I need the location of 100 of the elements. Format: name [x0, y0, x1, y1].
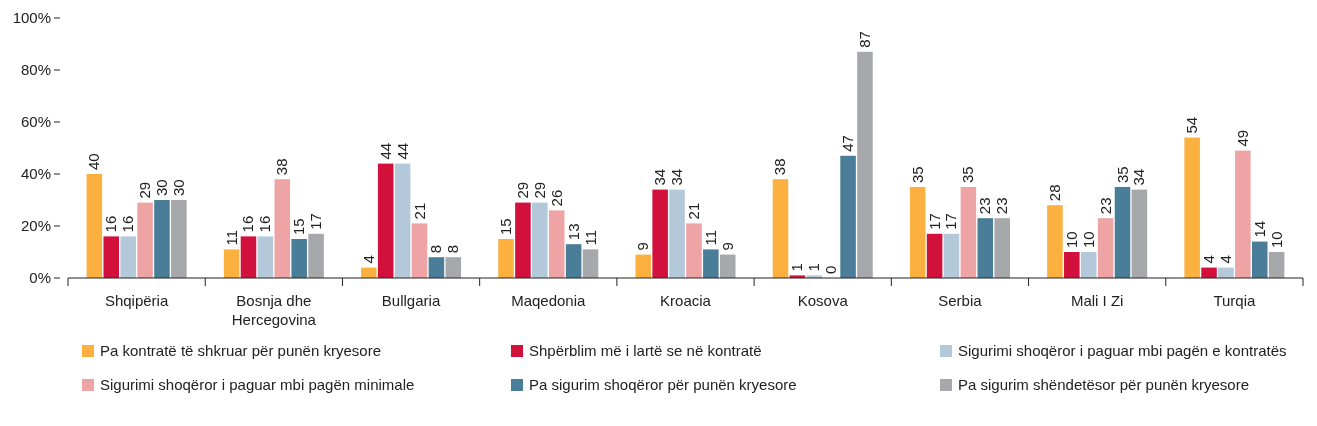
y-tick-label: 0%: [29, 269, 51, 287]
data-label: 28: [1045, 184, 1063, 202]
data-label: 35: [908, 166, 926, 183]
data-label: 23: [976, 197, 994, 215]
bar: [86, 174, 103, 278]
bar: [223, 249, 240, 278]
bar: [582, 249, 599, 278]
data-label: 29: [513, 181, 531, 199]
bar: [515, 202, 531, 278]
bar: [137, 202, 153, 278]
bar: [532, 202, 548, 278]
bar: [103, 236, 120, 278]
legend-label: Sigurimi shoqëror i paguar mbi pagën minimale: [100, 376, 415, 394]
bar: [394, 163, 411, 278]
data-label: 8: [427, 244, 445, 254]
data-label: 35: [1113, 166, 1131, 183]
x-tick-label: Shqipëria: [104, 292, 169, 309]
data-label: 21: [410, 202, 428, 220]
data-label: 16: [239, 215, 257, 233]
bar: [909, 187, 926, 278]
data-label: 38: [771, 158, 789, 176]
y-tick-label: 100%: [12, 9, 51, 27]
bar: [669, 189, 685, 278]
bar: [1131, 189, 1148, 278]
bar: [548, 210, 565, 278]
bar: [926, 233, 943, 278]
data-label: 17: [925, 213, 943, 230]
bar: [943, 233, 960, 278]
data-label: 10: [1267, 231, 1285, 248]
data-label: 8: [444, 244, 462, 254]
x-tick-label: Turqia: [1213, 292, 1257, 309]
data-label: 23: [993, 197, 1011, 215]
y-tick-label: 60%: [20, 113, 51, 131]
data-label: 11: [701, 229, 719, 246]
legend-label: Pa sigurim shëndetësor për punën kryesore: [958, 376, 1249, 394]
data-label: 34: [1130, 168, 1148, 186]
bar: [703, 249, 719, 278]
data-label: 49: [1233, 129, 1251, 147]
bar: [171, 200, 187, 278]
bar: [772, 179, 789, 278]
data-label: 87: [855, 31, 873, 48]
data-label: 34: [651, 168, 669, 186]
data-label: 1: [805, 263, 823, 272]
bar: [686, 223, 702, 278]
data-label: 10: [1079, 231, 1097, 248]
bar: [960, 187, 977, 278]
bar: [1097, 218, 1114, 278]
bar: [257, 236, 274, 278]
bar: [240, 236, 257, 278]
y-tick-label: 80%: [20, 61, 51, 79]
data-label: 26: [547, 189, 565, 207]
x-tick-label: Serbia: [938, 292, 983, 309]
x-tick-label: Kroacia: [660, 292, 712, 309]
bar: [1080, 252, 1097, 278]
bar: [1268, 252, 1285, 278]
data-label: 10: [1062, 231, 1080, 248]
x-tick-label: Bosnja dhe Hercegovina: [231, 292, 317, 328]
bar: [565, 244, 582, 278]
data-label: 44: [376, 142, 394, 160]
data-label: 17: [307, 213, 325, 230]
data-label: 11: [222, 229, 240, 246]
bar: [428, 257, 445, 278]
bar: [719, 254, 736, 278]
data-label: 15: [497, 218, 515, 235]
x-tick-label: Kosova: [797, 292, 849, 309]
data-label: 16: [119, 215, 137, 233]
x-tick-label: Maqedonia: [511, 292, 587, 309]
bar: [120, 236, 136, 278]
y-tick-label: 40%: [20, 165, 51, 183]
data-label: 54: [1183, 116, 1201, 134]
bar: [994, 218, 1010, 278]
data-label: 30: [152, 179, 170, 196]
data-label: 16: [102, 215, 120, 233]
bar: [1064, 252, 1080, 278]
data-label: 47: [839, 135, 857, 152]
bar: [1235, 150, 1251, 278]
bar: [1114, 187, 1131, 278]
data-label: 29: [530, 181, 548, 199]
x-tick-label: Bullgaria: [381, 292, 441, 309]
data-label: 44: [393, 142, 411, 160]
data-label: 17: [942, 213, 960, 230]
legend-label: Shpërblim më i lartë se në kontratë: [529, 342, 762, 360]
data-label: 21: [684, 202, 702, 220]
bar: [1047, 205, 1063, 278]
bar: [977, 218, 994, 278]
data-label: 9: [718, 242, 736, 251]
bar: [308, 233, 324, 278]
bar: [274, 179, 291, 278]
bar: [154, 200, 170, 278]
data-label: 13: [564, 223, 582, 241]
data-label: 35: [959, 166, 977, 183]
bar: [377, 163, 394, 278]
data-label: 16: [256, 215, 274, 233]
legend-label: Pa sigurim shoqëror për punën kryesore: [529, 376, 797, 394]
y-tick-label: 20%: [20, 217, 51, 235]
bar: [635, 254, 652, 278]
data-label: 4: [1200, 255, 1218, 264]
bar: [840, 155, 856, 278]
data-label: 34: [668, 168, 686, 186]
data-label: 29: [136, 181, 154, 199]
